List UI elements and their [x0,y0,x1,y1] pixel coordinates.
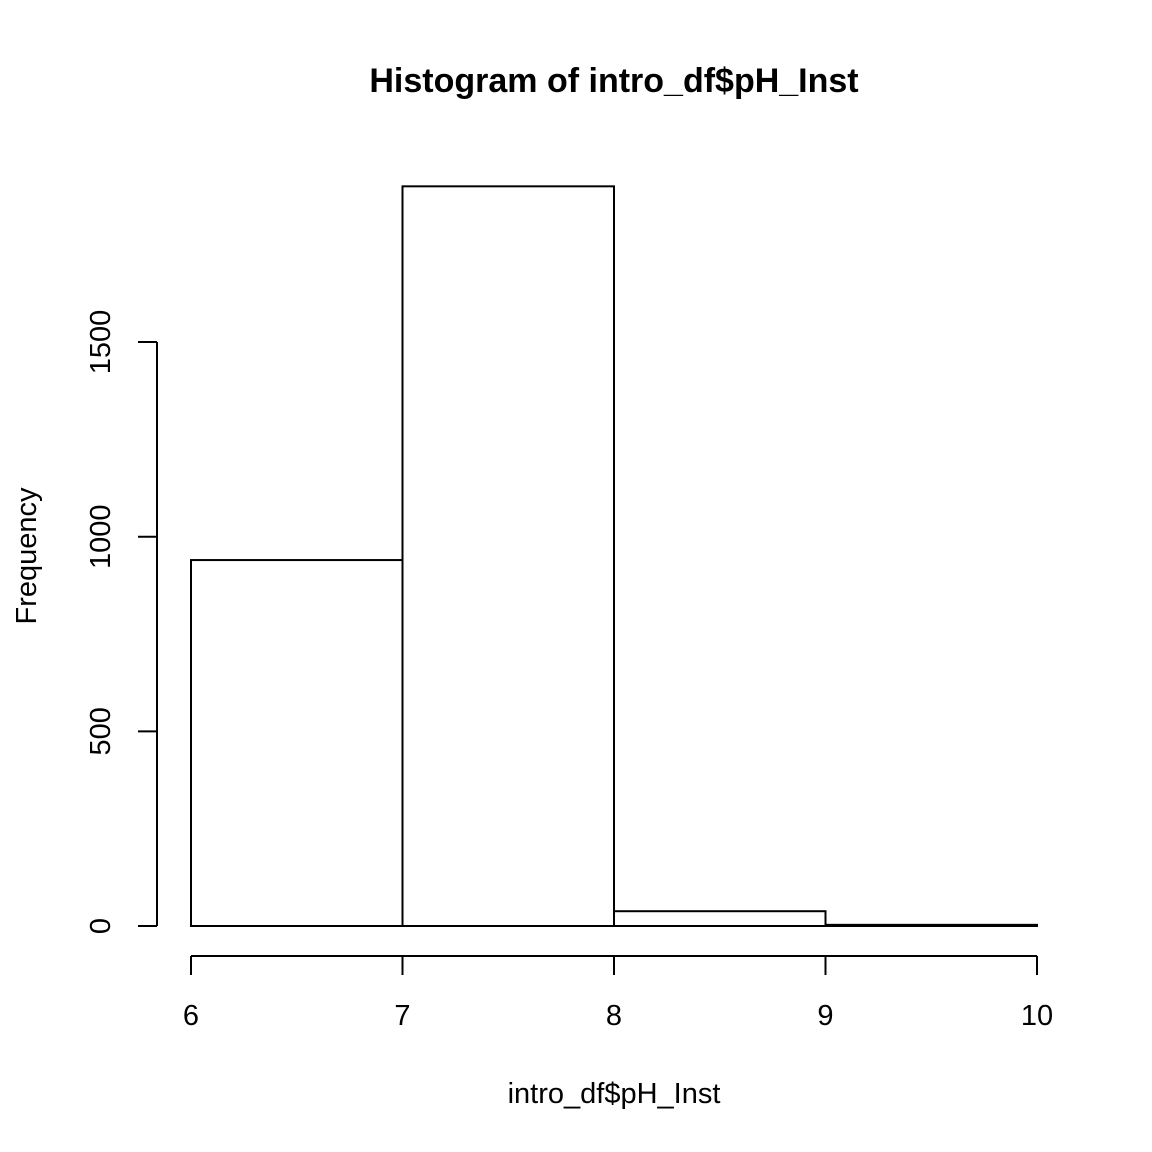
chart-title: Histogram of intro_df$pH_Inst [369,62,858,100]
x-tick-label: 8 [606,1000,622,1032]
x-tick-label: 6 [183,1000,199,1032]
y-tick-label: 500 [85,707,117,755]
histogram-bar-3 [824,923,1038,927]
y-tick-label: 0 [85,918,117,934]
histogram-bar-1 [401,185,615,927]
y-axis-label: Frequency [11,487,43,625]
x-tick-label: 7 [394,1000,410,1032]
y-tick-label: 1500 [85,310,117,375]
histogram-bar-2 [613,910,827,928]
x-tick-label: 9 [817,1000,833,1032]
y-axis: 0 500 1000 1500 [85,310,158,934]
x-axis: 6 7 8 9 10 [183,955,1053,1032]
x-axis-label: intro_df$pH_Inst [508,1078,721,1110]
bars-group [190,185,1038,928]
histogram-bar-0 [190,559,404,927]
y-tick-label: 1000 [85,504,117,569]
x-tick-label: 10 [1021,1000,1053,1032]
